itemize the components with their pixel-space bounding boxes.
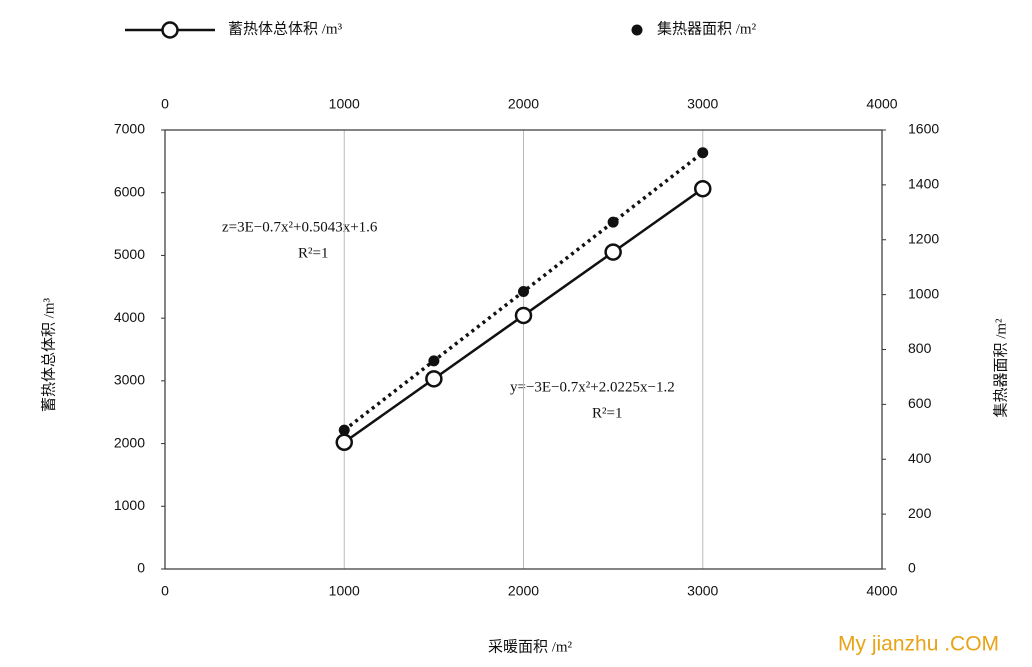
marker [518, 285, 529, 297]
x-top-tick-label: 4000 [866, 96, 897, 112]
plot-frame [164, 129, 883, 570]
x-tick-label: 4000 [866, 583, 897, 599]
y2-tick-label: 600 [908, 395, 932, 411]
y2-tick-label: 1600 [908, 121, 939, 137]
y2-tick-label: 200 [908, 505, 932, 521]
marker [607, 216, 619, 228]
y-tick-label: 7000 [114, 121, 145, 137]
marker [604, 243, 622, 261]
y2-tick-label: 400 [908, 450, 932, 466]
marker [694, 179, 712, 198]
y-tick-label: 0 [137, 560, 145, 576]
y2-tick-label: 1000 [908, 285, 939, 301]
x-tick-label: 1000 [329, 583, 360, 599]
annotation: z=3E−0.7x²+0.5043x+1.6 [222, 219, 378, 235]
y-tick-label: 1000 [114, 497, 145, 513]
y2-tick-label: 1400 [908, 176, 939, 192]
annotation: R²=1 [298, 245, 328, 261]
watermark: My jianzhu .COM [838, 633, 999, 656]
y2-tick-label: 0 [908, 560, 916, 576]
x-tick-label: 0 [161, 583, 169, 599]
annotation: R²=1 [592, 405, 622, 421]
marker [425, 370, 443, 388]
x-top-tick-label: 1000 [329, 96, 360, 112]
legend-label: 蓄热体总体积 /m³ [228, 20, 343, 37]
x-tick-label: 2000 [508, 583, 539, 599]
y-tick-label: 2000 [114, 434, 145, 450]
marker [697, 147, 709, 159]
legend-label: 集热器面积 /m² [657, 20, 757, 37]
y-tick-label: 3000 [114, 372, 145, 388]
annotation: y=−3E−0.7x²+2.0225x−1.2 [510, 379, 675, 395]
legend-marker [631, 24, 643, 36]
y-tick-label: 5000 [114, 246, 145, 262]
y-tick-label: 6000 [114, 183, 145, 199]
legend-marker [161, 21, 179, 39]
y-tick-label: 4000 [114, 309, 145, 325]
x-top-tick-label: 0 [161, 96, 169, 112]
marker [335, 433, 353, 452]
y2-axis-label: 集热器面积 /m² [992, 318, 1009, 418]
marker [514, 306, 533, 325]
x-axis-label: 采暖面积 /m² [488, 638, 573, 655]
marker [338, 424, 350, 436]
y2-tick-label: 800 [908, 340, 932, 356]
x-top-tick-label: 3000 [687, 96, 718, 112]
y-axis-label: 蓄热体总体积 /m³ [40, 297, 57, 412]
x-tick-label: 3000 [687, 583, 718, 599]
y2-tick-label: 1200 [908, 230, 939, 246]
marker [428, 355, 440, 367]
x-top-tick-label: 2000 [508, 96, 539, 112]
